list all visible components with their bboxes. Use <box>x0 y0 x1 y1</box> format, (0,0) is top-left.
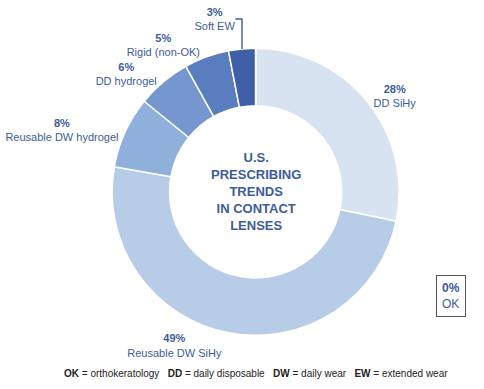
svg-text:3%Soft EW: 3%Soft EW <box>194 6 235 32</box>
svg-text:OK = orthokeratology DD = da: OK = orthokeratology DD = daily disposab… <box>64 368 448 379</box>
svg-text:U.S.PRESCRIBINGTRENDSIN CONTAC: U.S.PRESCRIBINGTRENDSIN CONTACTLENSES <box>211 150 301 233</box>
svg-text:5%Rigid (non-OK): 5%Rigid (non-OK) <box>127 32 200 58</box>
svg-text:8%Reusable DW hydrogel: 8%Reusable DW hydrogel <box>5 117 118 143</box>
svg-text:28%DD SiHy: 28%DD SiHy <box>374 83 417 109</box>
svg-text:6%DD hydrogel: 6%DD hydrogel <box>96 61 157 87</box>
svg-text:49%Reusable DW SiHy: 49%Reusable DW SiHy <box>127 332 222 358</box>
svg-text:0%OK: 0%OK <box>442 281 460 311</box>
